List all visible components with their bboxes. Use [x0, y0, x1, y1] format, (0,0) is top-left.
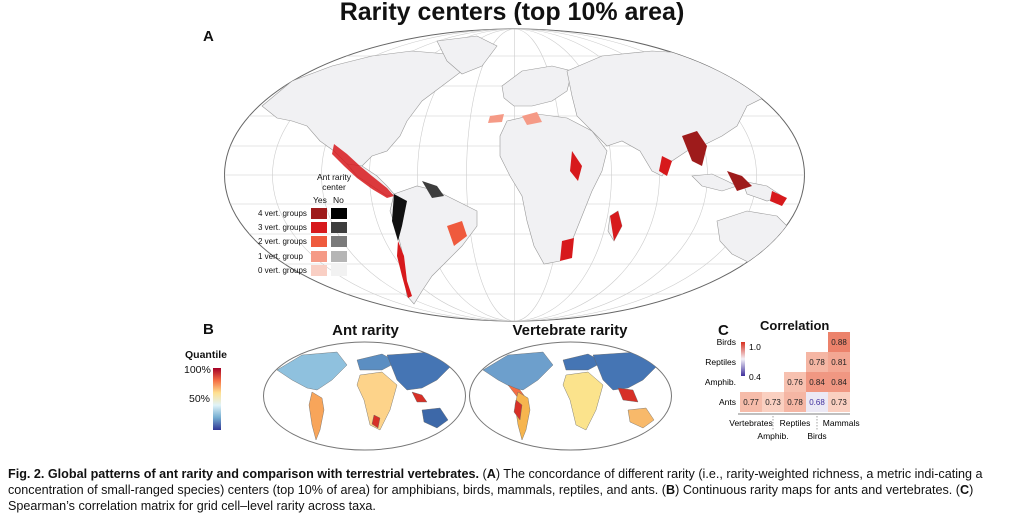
ant-rarity-title: Ant rarity — [332, 322, 399, 339]
heatmap-col-label: Reptiles — [780, 418, 811, 428]
correlation-colorbar — [741, 342, 745, 376]
heatmap-row-label: Reptiles — [705, 357, 736, 367]
legend-a-row-label: 1 vert. group — [258, 251, 303, 261]
legend-a-row-label: 4 vert. groups — [258, 209, 307, 218]
vertebrate-rarity-title: Vertebrate rarity — [512, 322, 628, 339]
heatmap-cell-value: 0.81 — [831, 358, 847, 367]
quantile-title: Quantile — [185, 349, 228, 361]
legend-a-swatch-yes — [311, 264, 327, 276]
caption-a-label: A — [486, 467, 496, 481]
heatmap-cell-value: 0.84 — [809, 378, 825, 387]
legend-a-swatch-yes — [311, 250, 327, 262]
heatmap-cell — [828, 352, 850, 372]
heatmap-row-label: Ants — [719, 397, 736, 407]
heatmap-cell — [806, 372, 828, 392]
legend-a-swatch-yes — [311, 208, 327, 219]
figure-caption: Fig. 2. Global patterns of ant rarity an… — [8, 467, 983, 513]
legend-a-swatch-yes — [311, 236, 327, 248]
correlation-title: Correlation — [760, 318, 830, 333]
rarity-hotspots — [332, 112, 792, 298]
heatmap-cell — [740, 392, 762, 412]
legend-a-swatch-no — [331, 222, 347, 234]
correlation-heatmap: 0.88 0.78 0.81 0.76 0.84 0.84 0.77 0.73 0.78 0.68… — [705, 332, 860, 441]
colorbar-min-label: 0.4 — [749, 372, 761, 382]
legend-a-swatch-no — [331, 236, 347, 248]
caption-b-text: Continuous rarity maps for ants and vert… — [682, 483, 953, 497]
panel-b-label: B — [203, 321, 214, 338]
heatmap-row-label: Amphib. — [705, 377, 736, 387]
heatmap-cell — [828, 332, 850, 352]
quantile-mid-label: 50% — [189, 393, 211, 405]
caption-lead: Fig. 2. Global patterns of ant rarity an… — [8, 467, 479, 481]
vertebrate-rarity-map — [469, 341, 672, 451]
legend-a-header: Ant rarity center — [308, 172, 360, 192]
heatmap-cell-value: 0.73 — [765, 398, 781, 407]
figure-title: Rarity centers (top 10% area) — [339, 0, 685, 26]
panel-a-world-map — [224, 28, 805, 322]
heatmap-cell — [806, 352, 828, 372]
heatmap-cell-value: 0.73 — [831, 398, 847, 407]
legend-a-row-label: 3 vert. groups — [258, 223, 307, 233]
caption-c-text: Spearman’s correlation matrix for grid c… — [8, 499, 376, 513]
heatmap-cell-value: 0.78 — [809, 358, 825, 367]
heatmap-cell-value: 0.77 — [743, 398, 759, 407]
quantile-colorbar — [213, 368, 221, 430]
panel-a-label: A — [203, 28, 214, 45]
heatmap-col-label: Mammals — [823, 418, 860, 428]
heatmap-cell-value: 0.68 — [809, 398, 825, 407]
heatmap-cell-value: 0.78 — [787, 398, 803, 407]
legend-a-swatch-no — [331, 208, 347, 219]
legend-a-swatch-no — [331, 250, 347, 262]
heatmap-cell — [784, 392, 806, 412]
heatmap-col-label: Vertebrates — [729, 418, 772, 428]
heatmap-cell-value: 0.84 — [831, 378, 847, 387]
legend-a-col-yes: Yes — [313, 195, 327, 205]
legend-a-swatch-no — [331, 264, 347, 276]
heatmap-cell-value: 0.88 — [831, 338, 847, 347]
legend-a-row-label: 2 vert. groups — [258, 237, 307, 247]
legend-a-row-label: 0 vert. groups — [258, 265, 307, 275]
legend-a-header-line2: center — [322, 182, 346, 192]
ant-rarity-map — [263, 341, 466, 451]
heatmap-row-label: Birds — [717, 337, 736, 347]
heatmap-cell — [762, 392, 784, 412]
heatmap-cell — [828, 372, 850, 392]
heatmap-cell — [784, 372, 806, 392]
legend-a-col-no: No — [333, 195, 344, 205]
heatmap-col-label: Amphib. — [757, 431, 788, 441]
quantile-top-label: 100% — [184, 364, 211, 376]
legend-a-header-line1: Ant rarity — [316, 172, 351, 182]
legend-a-swatch-yes — [311, 222, 327, 234]
caption-c-label: C — [960, 483, 970, 497]
heatmap-cell-value: 0.76 — [787, 378, 803, 387]
caption-a-text: The concordance of different rarity (i.e… — [8, 467, 983, 497]
panel-c-label: C — [718, 322, 729, 339]
caption-b-label: B — [666, 483, 676, 497]
heatmap-cell — [806, 392, 828, 412]
heatmap-cell — [828, 392, 850, 412]
heatmap-col-label: Birds — [807, 431, 826, 441]
colorbar-max-label: 1.0 — [749, 342, 761, 352]
